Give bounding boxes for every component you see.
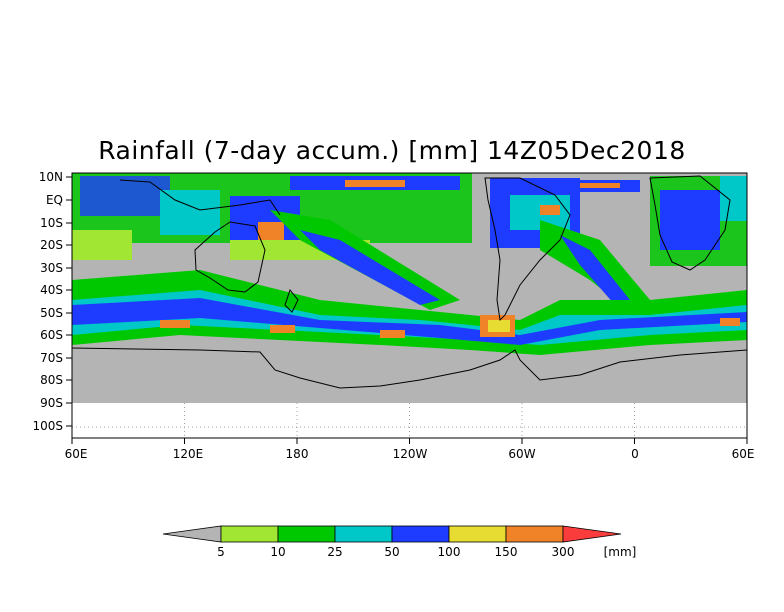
legend-bin-25-50	[334, 525, 393, 543]
legend-bin-100-150	[448, 525, 507, 543]
lon-label-60w: 60W	[508, 447, 535, 461]
lat-label-eq: EQ	[46, 193, 63, 207]
legend-tick-300: 300	[552, 545, 575, 559]
legend-tick-150: 150	[495, 545, 518, 559]
legend-over-triangle	[562, 525, 622, 543]
legend-tick-10: 10	[270, 545, 285, 559]
lat-label-70s: 70S	[40, 351, 63, 365]
lon-label-60e-end: 60E	[732, 447, 755, 461]
lat-label-80s: 80S	[40, 373, 63, 387]
legend-tick-5: 5	[217, 545, 225, 559]
legend-under-triangle	[162, 525, 222, 543]
lon-label-60e-start: 60E	[65, 447, 88, 461]
legend-tick-25: 25	[327, 545, 342, 559]
legend-unit: [mm]	[604, 545, 637, 559]
lon-label-120w: 120W	[393, 447, 428, 461]
legend-bin-10-25	[277, 525, 336, 543]
lat-label-30s: 30S	[40, 261, 63, 275]
lat-label-100s: 100S	[32, 419, 63, 433]
lat-label-10n: 10N	[39, 170, 63, 184]
tropical-rain-band	[72, 173, 747, 266]
spcz-core	[300, 230, 440, 305]
lat-axis: 10N EQ 10S 20S 30S 40S 50S 60S 70S 80S 9…	[32, 170, 72, 433]
grid-lines	[72, 403, 747, 438]
lat-label-90s: 90S	[40, 396, 63, 410]
lat-label-20s: 20S	[40, 238, 63, 252]
color-legend: 5 10 25 50 100 150 300 [mm]	[162, 525, 637, 559]
new-zealand-outline	[284, 288, 299, 313]
lon-label-0: 0	[631, 447, 639, 461]
rain-field	[72, 173, 747, 389]
legend-tick-100: 100	[438, 545, 461, 559]
legend-tick-50: 50	[384, 545, 399, 559]
map-title: Rainfall (7-day accum.) [mm] 14Z05Dec201…	[98, 136, 686, 165]
lon-axis: 60E 120E 180 120W 60W 0 60E	[65, 438, 755, 461]
maritime-continent-outline	[119, 179, 281, 216]
sacz-core	[560, 235, 630, 305]
lat-label-60s: 60S	[40, 328, 63, 342]
legend-bin-150-300	[505, 525, 564, 543]
australia-outline	[194, 221, 266, 293]
lon-label-120e: 120E	[173, 447, 204, 461]
south-america-outline	[484, 177, 571, 322]
africa-outline	[649, 175, 731, 271]
legend-bin-50-100	[391, 525, 450, 543]
antarctica-coastline	[72, 347, 747, 389]
lat-label-50s: 50S	[40, 306, 63, 320]
lat-label-10s: 10S	[40, 216, 63, 230]
legend-bin-5-10	[220, 525, 279, 543]
lon-label-180: 180	[286, 447, 309, 461]
lat-label-40s: 40S	[40, 283, 63, 297]
